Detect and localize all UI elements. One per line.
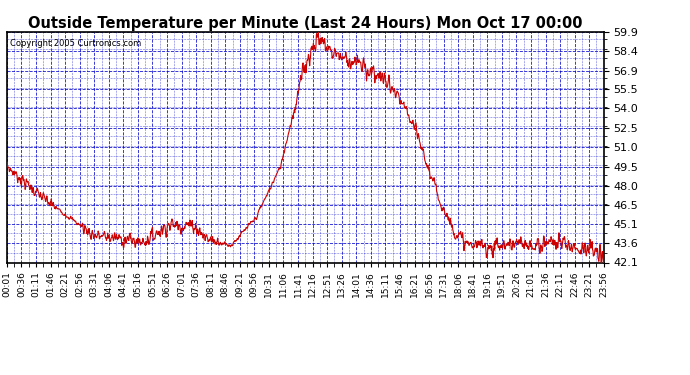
Title: Outside Temperature per Minute (Last 24 Hours) Mon Oct 17 00:00: Outside Temperature per Minute (Last 24 … xyxy=(28,16,582,31)
Text: Copyright 2005 Curtronics.com: Copyright 2005 Curtronics.com xyxy=(10,39,141,48)
